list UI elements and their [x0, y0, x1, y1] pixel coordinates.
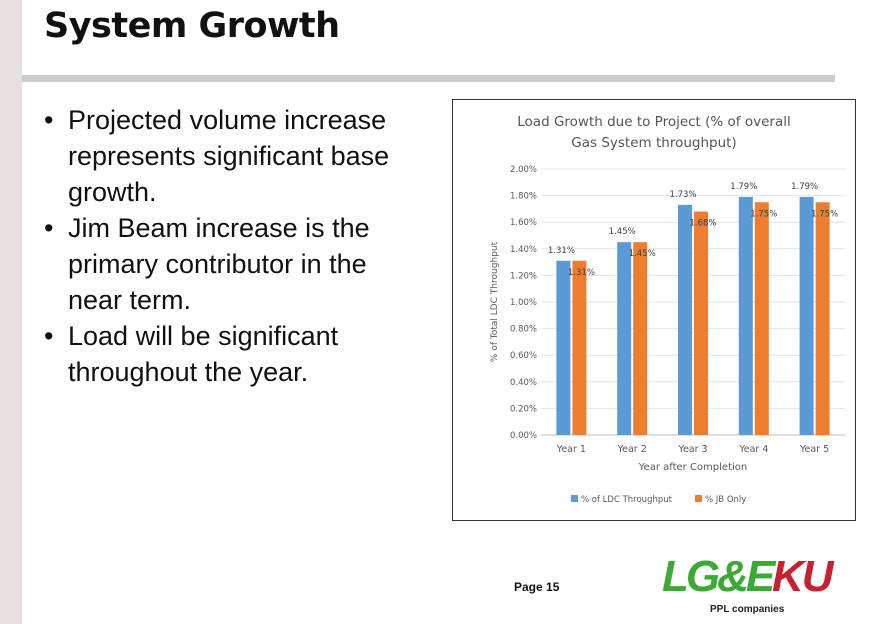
ku-logo: KU: [772, 552, 834, 601]
bullet-list: Projected volume increase represents sig…: [40, 102, 420, 390]
y-tick-label: 1.00%: [510, 298, 537, 308]
bar-jb-only: [633, 242, 648, 435]
page-number: Page 15: [514, 580, 560, 594]
bar-ldc-throughput: [617, 242, 632, 435]
chart-title: Gas System throughput): [571, 135, 736, 151]
slide-title: System Growth: [44, 6, 340, 46]
bar-ldc-throughput: [738, 196, 753, 435]
chart-title: Load Growth due to Project (% of overall: [517, 114, 790, 130]
y-tick-label: 1.60%: [510, 218, 537, 228]
bar-jb-only: [694, 211, 708, 435]
x-tick-label: Year 5: [799, 444, 829, 455]
y-tick-label: 0.20%: [510, 404, 537, 414]
bullet-item: Projected volume increase represents sig…: [40, 102, 420, 210]
y-tick-label: 0.40%: [510, 378, 537, 388]
title-divider: [22, 75, 835, 82]
bar-ldc-throughput: [799, 196, 814, 435]
data-label: 1.75%: [750, 209, 777, 219]
bar-jb-only: [754, 202, 769, 435]
y-tick-label: 0.80%: [510, 325, 537, 335]
legend-swatch: [571, 495, 578, 502]
chart-container: Load Growth due to Project (% of overall…: [452, 99, 856, 521]
left-border-stripe: [0, 0, 22, 624]
bar-jb-only: [815, 202, 830, 435]
ppl-companies-logo-text: PPL companies: [710, 604, 785, 615]
y-tick-label: 1.40%: [510, 245, 537, 255]
bar-ldc-throughput: [678, 204, 692, 435]
data-label: 1.79%: [791, 182, 818, 192]
bullet-item: Load will be significant throughout the …: [40, 318, 420, 390]
data-label: 1.31%: [568, 268, 595, 278]
y-tick-label: 2.00%: [510, 165, 537, 175]
bullet-item: Jim Beam increase is the primary contrib…: [40, 210, 420, 318]
legend-label: % of LDC Throughput: [581, 495, 673, 505]
x-tick-label: Year 4: [738, 444, 768, 455]
x-axis-label: Year after Completion: [638, 462, 747, 473]
y-tick-label: 0.00%: [510, 431, 537, 441]
y-tick-label: 1.80%: [510, 192, 537, 202]
x-tick-label: Year 2: [617, 444, 647, 455]
data-label: 1.79%: [730, 182, 757, 192]
legend-label: % JB Only: [705, 495, 746, 505]
bar-ldc-throughput: [556, 260, 571, 435]
slide: System Growth Projected volume increase …: [22, 0, 880, 624]
bar-jb-only: [572, 260, 587, 435]
data-label: 1.45%: [629, 249, 656, 259]
data-label: 1.75%: [811, 209, 838, 219]
x-tick-label: Year 3: [677, 444, 707, 455]
lge-logo: LG&E: [662, 552, 775, 601]
y-axis-label: % of Total LDC Throughput: [490, 241, 500, 362]
y-tick-label: 1.20%: [510, 271, 537, 281]
legend-swatch: [695, 495, 702, 502]
data-label: 1.68%: [689, 219, 716, 229]
load-growth-chart: Load Growth due to Project (% of overall…: [490, 114, 845, 505]
x-tick-label: Year 1: [556, 444, 586, 455]
data-label: 1.73%: [669, 190, 696, 200]
data-label: 1.45%: [609, 227, 636, 237]
data-label: 1.31%: [548, 246, 575, 256]
y-tick-label: 0.60%: [510, 351, 537, 361]
